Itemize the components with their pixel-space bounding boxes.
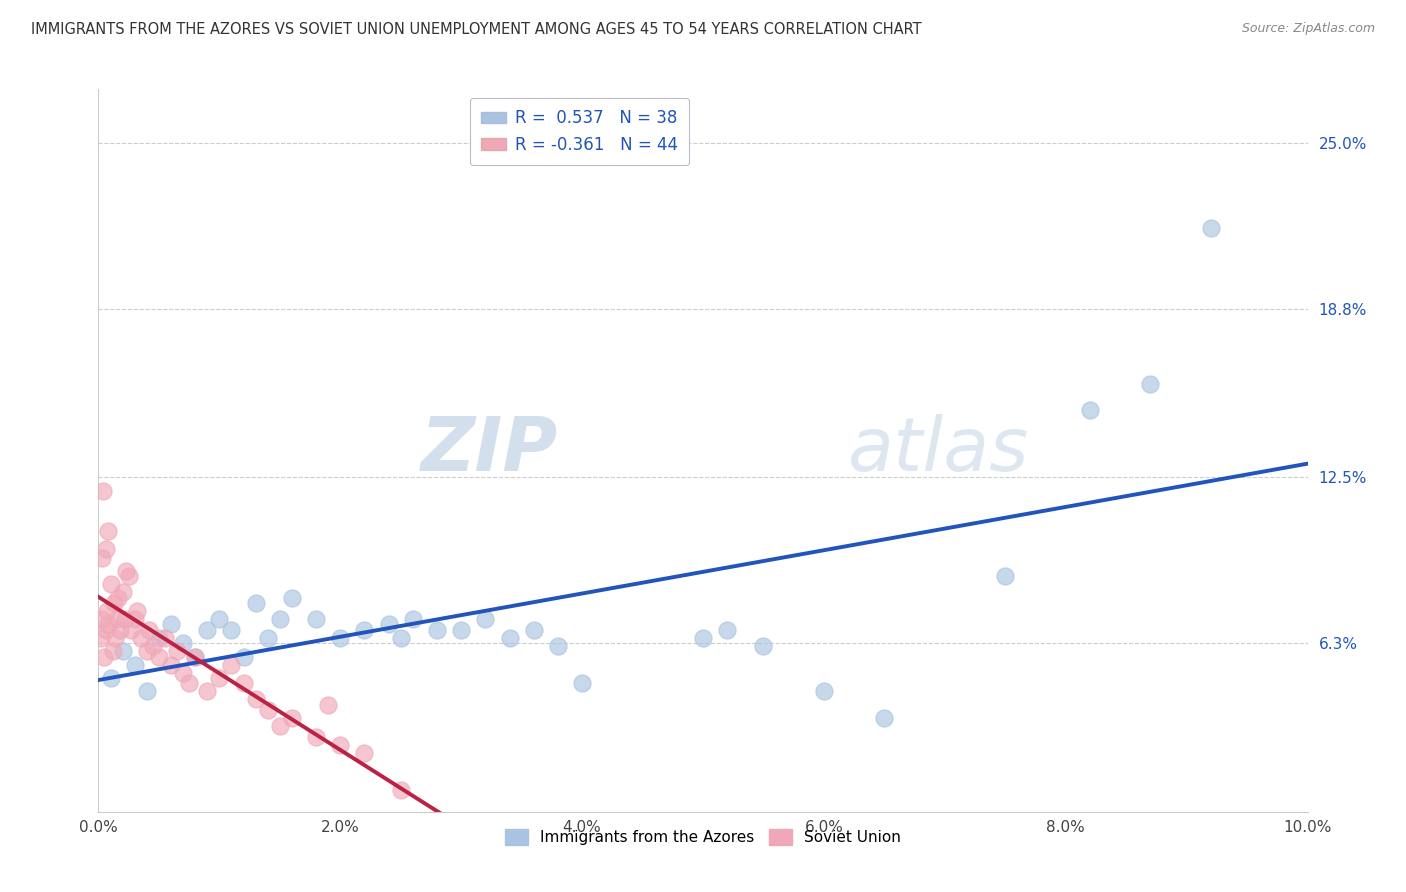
- Point: [547, 639, 569, 653]
- Point: [94, 542, 117, 557]
- Point: [160, 657, 183, 672]
- Point: [91, 483, 114, 498]
- Point: [108, 623, 131, 637]
- Point: [353, 623, 375, 637]
- Point: [97, 617, 120, 632]
- Legend: Immigrants from the Azores, Soviet Union: Immigrants from the Azores, Soviet Union: [499, 822, 907, 851]
- Point: [90, 631, 112, 645]
- Point: [221, 623, 243, 637]
- Point: [135, 644, 157, 658]
- Point: [389, 631, 412, 645]
- Point: [184, 649, 207, 664]
- Point: [179, 676, 201, 690]
- Point: [426, 623, 449, 637]
- Point: [111, 644, 134, 658]
- Point: [195, 684, 218, 698]
- Point: [353, 746, 375, 760]
- Point: [256, 703, 278, 717]
- Point: [245, 692, 267, 706]
- Point: [142, 639, 165, 653]
- Point: [100, 671, 122, 685]
- Point: [389, 783, 412, 797]
- Point: [256, 631, 278, 645]
- Point: [103, 596, 125, 610]
- Point: [195, 623, 218, 637]
- Point: [523, 623, 546, 637]
- Point: [281, 591, 304, 605]
- Point: [100, 577, 122, 591]
- Point: [716, 623, 738, 637]
- Point: [148, 649, 170, 664]
- Text: Source: ZipAtlas.com: Source: ZipAtlas.com: [1241, 22, 1375, 36]
- Point: [305, 730, 328, 744]
- Text: IMMIGRANTS FROM THE AZORES VS SOVIET UNION UNEMPLOYMENT AMONG AGES 45 TO 54 YEAR: IMMIGRANTS FROM THE AZORES VS SOVIET UNI…: [31, 22, 921, 37]
- Point: [124, 612, 146, 626]
- Point: [329, 738, 352, 752]
- Point: [148, 631, 170, 645]
- Point: [232, 676, 254, 690]
- Point: [104, 631, 127, 645]
- Point: [91, 612, 114, 626]
- Point: [221, 657, 243, 672]
- Point: [269, 612, 291, 626]
- Point: [94, 623, 117, 637]
- Point: [281, 711, 304, 725]
- Point: [114, 612, 136, 626]
- Point: [115, 564, 138, 578]
- Point: [107, 591, 129, 605]
- Point: [329, 631, 352, 645]
- Point: [118, 569, 141, 583]
- Point: [160, 617, 183, 632]
- Point: [316, 698, 339, 712]
- Point: [105, 612, 128, 626]
- Point: [93, 649, 115, 664]
- Point: [172, 636, 194, 650]
- Point: [377, 617, 399, 632]
- Point: [692, 631, 714, 645]
- Point: [571, 676, 593, 690]
- Point: [96, 604, 118, 618]
- Point: [101, 644, 124, 658]
- Point: [120, 623, 142, 637]
- Point: [184, 649, 207, 664]
- Point: [166, 644, 188, 658]
- Point: [269, 719, 291, 733]
- Point: [232, 649, 254, 664]
- Point: [752, 639, 775, 653]
- Point: [91, 550, 114, 565]
- Point: [1199, 221, 1222, 235]
- Point: [208, 671, 231, 685]
- Point: [474, 612, 496, 626]
- Point: [129, 631, 152, 645]
- Point: [97, 524, 120, 538]
- Point: [208, 612, 231, 626]
- Point: [450, 623, 472, 637]
- Point: [124, 657, 146, 672]
- Point: [873, 711, 896, 725]
- Point: [402, 612, 425, 626]
- Point: [994, 569, 1017, 583]
- Text: ZIP: ZIP: [420, 414, 558, 487]
- Point: [245, 596, 267, 610]
- Point: [498, 631, 520, 645]
- Point: [138, 623, 160, 637]
- Point: [172, 665, 194, 680]
- Point: [127, 604, 149, 618]
- Point: [135, 684, 157, 698]
- Point: [1078, 403, 1101, 417]
- Point: [111, 585, 134, 599]
- Point: [153, 631, 176, 645]
- Point: [305, 612, 328, 626]
- Text: atlas: atlas: [848, 415, 1029, 486]
- Point: [813, 684, 835, 698]
- Point: [1139, 376, 1161, 391]
